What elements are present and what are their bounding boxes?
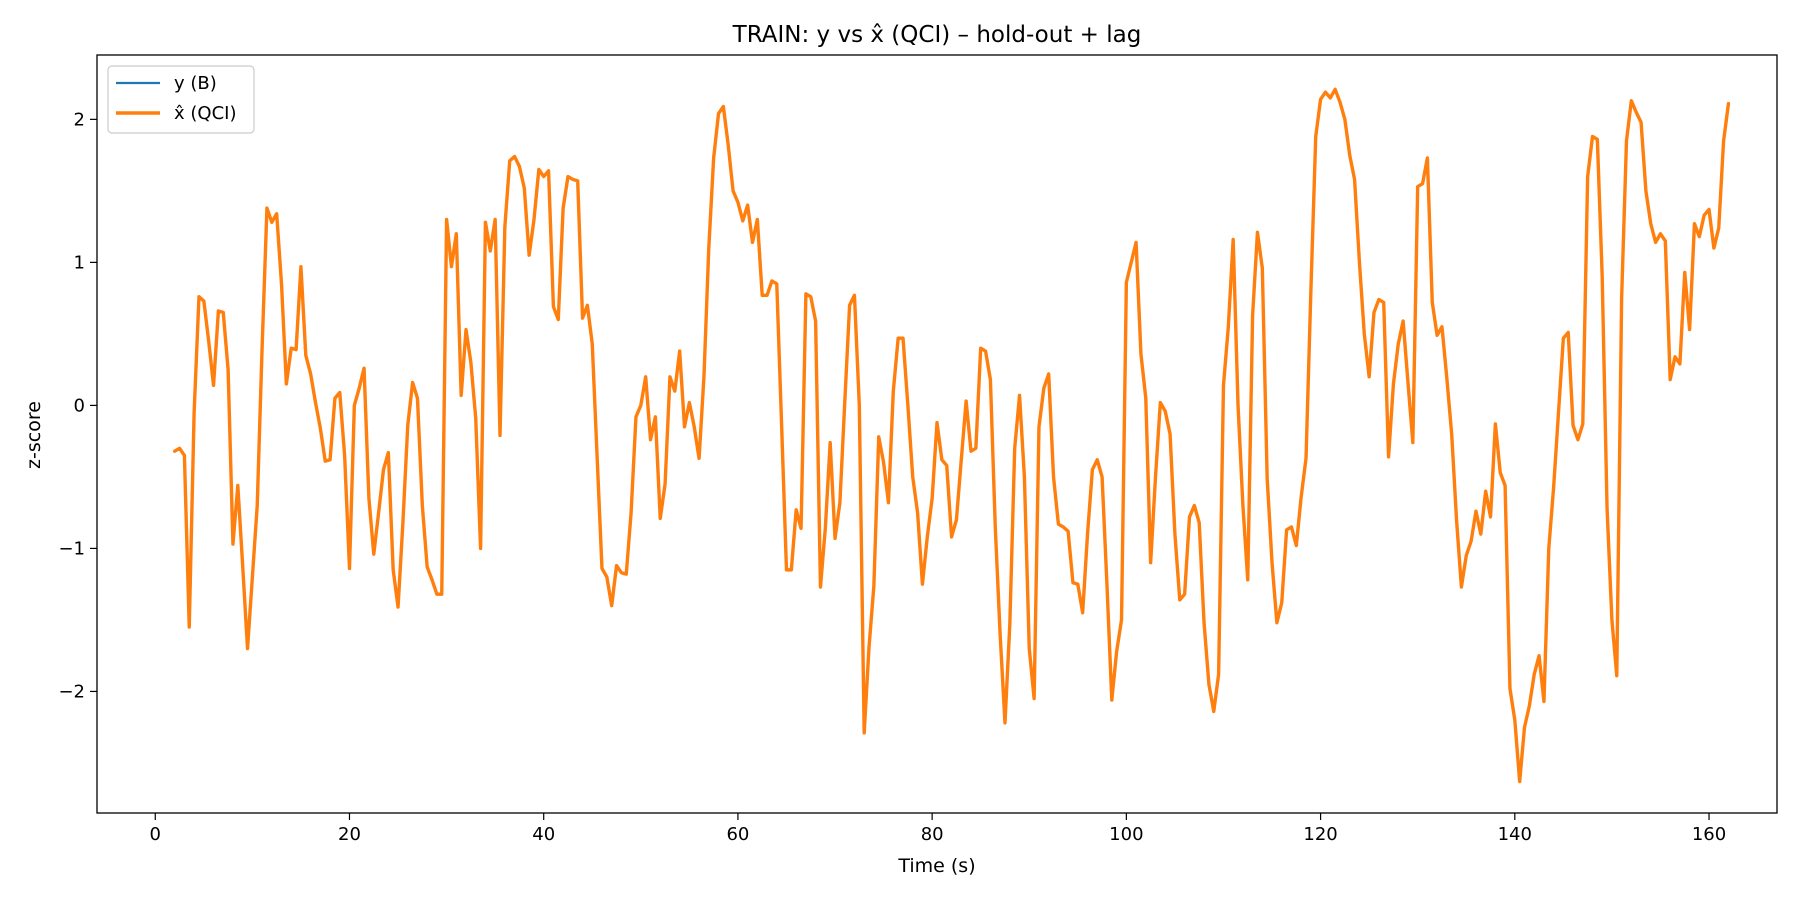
x-tick-label: 140	[1498, 824, 1532, 845]
chart-title: TRAIN: y vs x̂ (QCI) – hold-out + lag	[732, 22, 1142, 48]
x-tick-label: 40	[532, 824, 555, 845]
legend: y (B) x̂ (QCI)	[107, 65, 255, 134]
x-tick-label: 60	[726, 824, 749, 845]
y-tick-label: 2	[74, 109, 85, 130]
x-tick-label: 0	[150, 824, 161, 845]
legend-label: x̂ (QCI)	[174, 103, 236, 124]
x-axis-label: Time (s)	[897, 855, 975, 877]
x-tick-label: 20	[338, 824, 361, 845]
x-tick-label: 120	[1303, 824, 1337, 845]
y-tick-label: 1	[74, 252, 85, 273]
x-tick-label: 80	[921, 824, 944, 845]
plot-frame	[96, 54, 1778, 814]
y-tick-label: −1	[58, 538, 85, 559]
y-tick-label: 0	[74, 395, 85, 416]
plot-area	[172, 87, 1731, 784]
series-line-1	[172, 87, 1731, 784]
x-tick-label: 160	[1692, 824, 1726, 845]
legend-label: y (B)	[174, 73, 217, 94]
x-tick-label: 100	[1109, 824, 1143, 845]
y-axis-label: z-score	[23, 401, 45, 469]
y-tick-label: −2	[58, 681, 85, 702]
